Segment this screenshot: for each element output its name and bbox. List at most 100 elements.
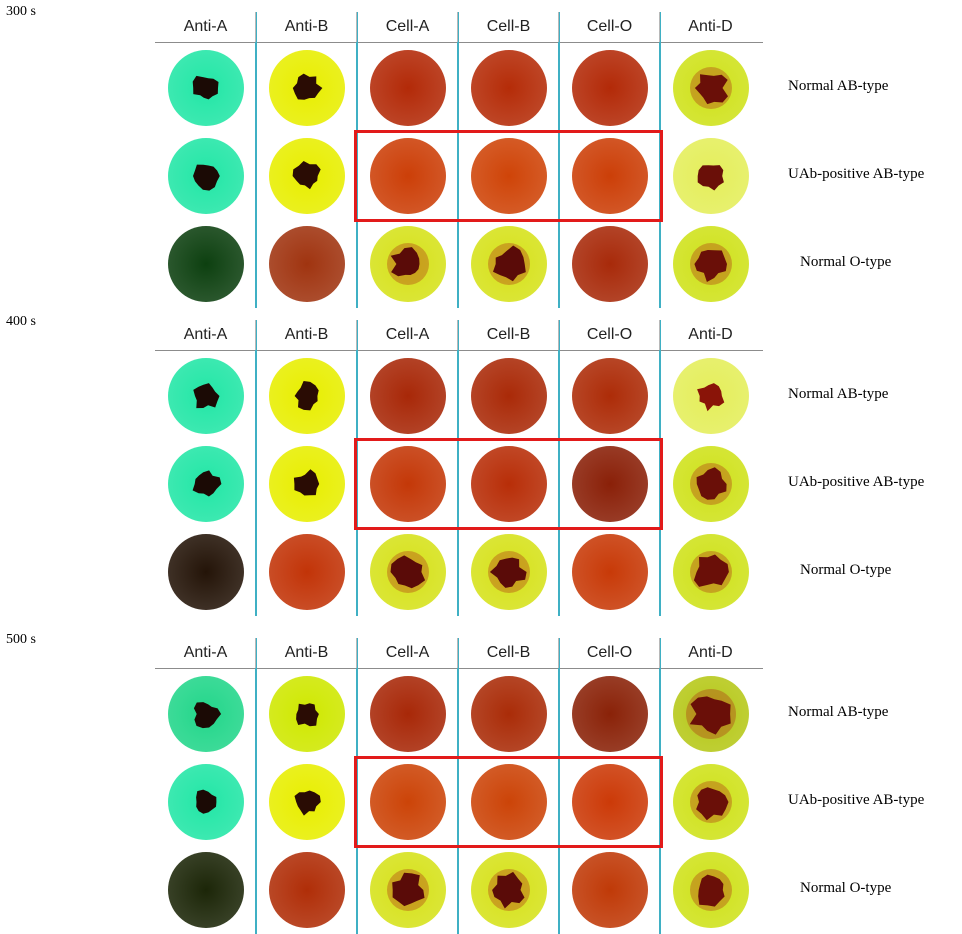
well-circle: [268, 226, 345, 302]
agglutination-clump: [694, 74, 728, 105]
column-header: Cell-B: [486, 326, 531, 343]
well-image: [470, 446, 547, 522]
well-image: [369, 534, 446, 610]
row-label: Normal O-type: [800, 880, 892, 896]
row-label: UAb-positive AB-type: [788, 792, 925, 808]
agglutination-clump: [492, 245, 526, 282]
well-circle: [571, 138, 648, 214]
agglutination-clump: [193, 702, 221, 729]
well-image: [268, 50, 345, 126]
well-image: [571, 138, 648, 214]
agglutination-clump: [295, 703, 319, 727]
column-header: Anti-D: [688, 18, 733, 35]
well-image: [672, 446, 749, 522]
panel-2: Anti-A Anti-B Cell-A Cell-B Cell-O Anti-D: [155, 320, 763, 616]
well-image: [369, 50, 446, 126]
header-divider: [356, 320, 357, 350]
well-image: [470, 534, 547, 610]
well-circle: [369, 50, 446, 126]
well-image: [571, 534, 648, 610]
well-image: [470, 358, 547, 434]
column-divider: [558, 638, 560, 934]
well-image: [167, 676, 244, 752]
agglutination-clump: [292, 161, 321, 190]
column-header-row: Anti-A Anti-B Cell-A Cell-B Cell-O Anti-D: [155, 320, 763, 351]
well-circle: [369, 446, 446, 522]
well-circle: [369, 764, 446, 840]
well-image: [571, 358, 648, 434]
well-image: [571, 676, 648, 752]
column-header-row: Anti-A Anti-B Cell-A Cell-B Cell-O Anti-D: [155, 638, 763, 669]
well-image: [369, 446, 446, 522]
well-circle: [470, 676, 547, 752]
well-image: [672, 676, 749, 752]
well-image: [369, 676, 446, 752]
well-circle: [268, 534, 345, 610]
agglutination-clump: [695, 787, 728, 821]
well-circle: [571, 50, 648, 126]
well-image: [672, 852, 749, 928]
column-divider: [356, 638, 358, 934]
well-image: [167, 764, 244, 840]
well-circle: [470, 50, 547, 126]
well-image: [672, 138, 749, 214]
agglutination-clump: [696, 383, 724, 412]
well-circle: [470, 764, 547, 840]
row-label: Normal AB-type: [788, 386, 889, 402]
column-divider: [255, 638, 257, 934]
agglutination-clump: [697, 874, 725, 907]
header-divider: [457, 12, 458, 42]
agglutination-clump: [491, 871, 524, 909]
column-header: Cell-O: [586, 326, 633, 343]
well-image: [672, 358, 749, 434]
agglutination-clump: [390, 247, 419, 277]
well-circle: [571, 676, 648, 752]
panel-1: Anti-A Anti-B Cell-A Cell-B Cell-O Anti-D: [155, 12, 763, 308]
header-divider: [356, 638, 357, 668]
header-divider: [255, 12, 256, 42]
column-divider: [255, 12, 257, 308]
row-label: Normal AB-type: [788, 78, 889, 94]
row-label: Normal AB-type: [788, 704, 889, 720]
well-circle: [167, 852, 244, 928]
agglutination-clump: [391, 872, 424, 907]
agglutination-clump: [489, 557, 527, 588]
well-circle: [167, 534, 244, 610]
well-image: [470, 764, 547, 840]
well-image: [167, 50, 244, 126]
column-divider: [558, 320, 560, 616]
header-divider: [659, 320, 660, 350]
highlight-box: [354, 756, 663, 848]
well-image: [470, 852, 547, 928]
well-circle: [470, 138, 547, 214]
column-header: Anti-A: [183, 18, 228, 35]
column-divider: [255, 320, 257, 616]
well-image: [672, 226, 749, 302]
well-circle: [268, 852, 345, 928]
column-divider: [457, 320, 459, 616]
header-divider: [558, 638, 559, 668]
well-image: [571, 446, 648, 522]
column-header: Cell-O: [586, 18, 633, 35]
column-header: Cell-O: [586, 644, 633, 661]
well-image: [369, 852, 446, 928]
agglutination-clump: [294, 790, 321, 816]
header-divider: [255, 638, 256, 668]
agglutination-clump: [697, 165, 724, 191]
well-image: [470, 226, 547, 302]
well-image: [268, 676, 345, 752]
time-label: 300 s: [6, 4, 36, 19]
well-image: [571, 50, 648, 126]
highlight-box: [354, 438, 663, 530]
well-image: [470, 676, 547, 752]
header-divider: [255, 320, 256, 350]
column-divider: [356, 12, 358, 308]
well-image: [470, 138, 547, 214]
column-header: Cell-A: [385, 18, 430, 35]
well-image: [167, 358, 244, 434]
time-label: 400 s: [6, 314, 36, 329]
well-circle: [571, 226, 648, 302]
well-circle: [571, 852, 648, 928]
header-divider: [457, 320, 458, 350]
well-image: [369, 226, 446, 302]
